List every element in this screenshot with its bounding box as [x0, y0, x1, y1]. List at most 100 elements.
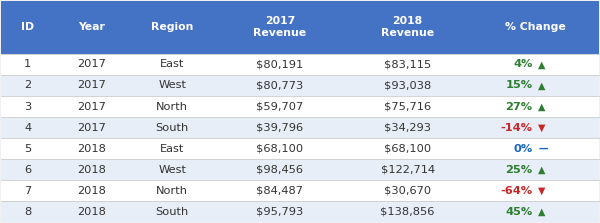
FancyBboxPatch shape: [1, 75, 55, 96]
FancyBboxPatch shape: [55, 96, 128, 117]
FancyBboxPatch shape: [128, 138, 216, 159]
Text: $98,456: $98,456: [256, 165, 304, 175]
Text: $93,038: $93,038: [384, 81, 431, 91]
FancyBboxPatch shape: [55, 1, 128, 54]
FancyBboxPatch shape: [344, 201, 472, 222]
Text: West: West: [158, 165, 186, 175]
Text: 3: 3: [24, 101, 31, 112]
Text: 2018: 2018: [77, 186, 106, 196]
FancyBboxPatch shape: [344, 180, 472, 201]
Text: $75,716: $75,716: [384, 101, 431, 112]
FancyBboxPatch shape: [55, 180, 128, 201]
Text: $138,856: $138,856: [380, 207, 435, 217]
FancyBboxPatch shape: [216, 117, 344, 138]
Text: 0%: 0%: [513, 144, 532, 154]
FancyBboxPatch shape: [1, 138, 55, 159]
Text: -14%: -14%: [500, 123, 532, 132]
FancyBboxPatch shape: [344, 96, 472, 117]
FancyBboxPatch shape: [1, 54, 55, 75]
Text: 2017: 2017: [77, 123, 106, 132]
FancyBboxPatch shape: [472, 180, 599, 201]
Text: 2018: 2018: [77, 207, 106, 217]
Text: 45%: 45%: [505, 207, 532, 217]
FancyBboxPatch shape: [55, 54, 128, 75]
Text: 5: 5: [24, 144, 31, 154]
Text: ▼: ▼: [538, 186, 546, 196]
Text: 2017: 2017: [77, 101, 106, 112]
Text: 6: 6: [24, 165, 31, 175]
FancyBboxPatch shape: [55, 159, 128, 180]
Text: South: South: [155, 123, 189, 132]
Text: 4%: 4%: [513, 59, 532, 69]
Text: $80,773: $80,773: [256, 81, 304, 91]
FancyBboxPatch shape: [55, 75, 128, 96]
Text: ID: ID: [21, 22, 34, 32]
FancyBboxPatch shape: [216, 96, 344, 117]
FancyBboxPatch shape: [472, 54, 599, 75]
FancyBboxPatch shape: [55, 138, 128, 159]
FancyBboxPatch shape: [1, 159, 55, 180]
FancyBboxPatch shape: [1, 180, 55, 201]
FancyBboxPatch shape: [472, 75, 599, 96]
FancyBboxPatch shape: [344, 117, 472, 138]
FancyBboxPatch shape: [216, 54, 344, 75]
Text: $84,487: $84,487: [256, 186, 304, 196]
Text: ▲: ▲: [538, 101, 546, 112]
Text: 25%: 25%: [505, 165, 532, 175]
Text: ▲: ▲: [538, 81, 546, 91]
Text: $30,670: $30,670: [384, 186, 431, 196]
FancyBboxPatch shape: [1, 201, 55, 222]
Text: 27%: 27%: [505, 101, 532, 112]
Text: -64%: -64%: [500, 186, 532, 196]
FancyBboxPatch shape: [55, 117, 128, 138]
FancyBboxPatch shape: [1, 96, 55, 117]
Text: —: —: [538, 144, 548, 154]
Text: North: North: [156, 186, 188, 196]
Text: $39,796: $39,796: [256, 123, 304, 132]
Text: % Change: % Change: [505, 22, 566, 32]
Text: 7: 7: [24, 186, 31, 196]
FancyBboxPatch shape: [128, 1, 216, 54]
Text: $95,793: $95,793: [256, 207, 304, 217]
Text: 2018
Revenue: 2018 Revenue: [381, 17, 434, 38]
Text: 2018: 2018: [77, 144, 106, 154]
Text: 2017
Revenue: 2017 Revenue: [253, 17, 307, 38]
Text: $68,100: $68,100: [256, 144, 304, 154]
FancyBboxPatch shape: [472, 138, 599, 159]
FancyBboxPatch shape: [344, 138, 472, 159]
FancyBboxPatch shape: [472, 117, 599, 138]
FancyBboxPatch shape: [128, 75, 216, 96]
FancyBboxPatch shape: [1, 1, 55, 54]
Text: $34,293: $34,293: [384, 123, 431, 132]
Text: $59,707: $59,707: [256, 101, 304, 112]
FancyBboxPatch shape: [216, 159, 344, 180]
Text: ▲: ▲: [538, 207, 546, 217]
FancyBboxPatch shape: [472, 201, 599, 222]
Text: ▲: ▲: [538, 165, 546, 175]
FancyBboxPatch shape: [472, 96, 599, 117]
Text: 15%: 15%: [505, 81, 532, 91]
Text: Region: Region: [151, 22, 193, 32]
FancyBboxPatch shape: [216, 201, 344, 222]
Text: East: East: [160, 144, 184, 154]
Text: 8: 8: [24, 207, 31, 217]
Text: 4: 4: [24, 123, 31, 132]
FancyBboxPatch shape: [128, 96, 216, 117]
Text: 2017: 2017: [77, 81, 106, 91]
FancyBboxPatch shape: [128, 117, 216, 138]
FancyBboxPatch shape: [344, 1, 472, 54]
FancyBboxPatch shape: [216, 138, 344, 159]
Text: West: West: [158, 81, 186, 91]
FancyBboxPatch shape: [472, 1, 599, 54]
Text: 2017: 2017: [77, 59, 106, 69]
Text: South: South: [155, 207, 189, 217]
Text: ▼: ▼: [538, 123, 546, 132]
Text: North: North: [156, 101, 188, 112]
FancyBboxPatch shape: [128, 54, 216, 75]
Text: 2018: 2018: [77, 165, 106, 175]
FancyBboxPatch shape: [344, 75, 472, 96]
Text: $68,100: $68,100: [384, 144, 431, 154]
FancyBboxPatch shape: [472, 159, 599, 180]
FancyBboxPatch shape: [128, 201, 216, 222]
Text: $83,115: $83,115: [384, 59, 431, 69]
